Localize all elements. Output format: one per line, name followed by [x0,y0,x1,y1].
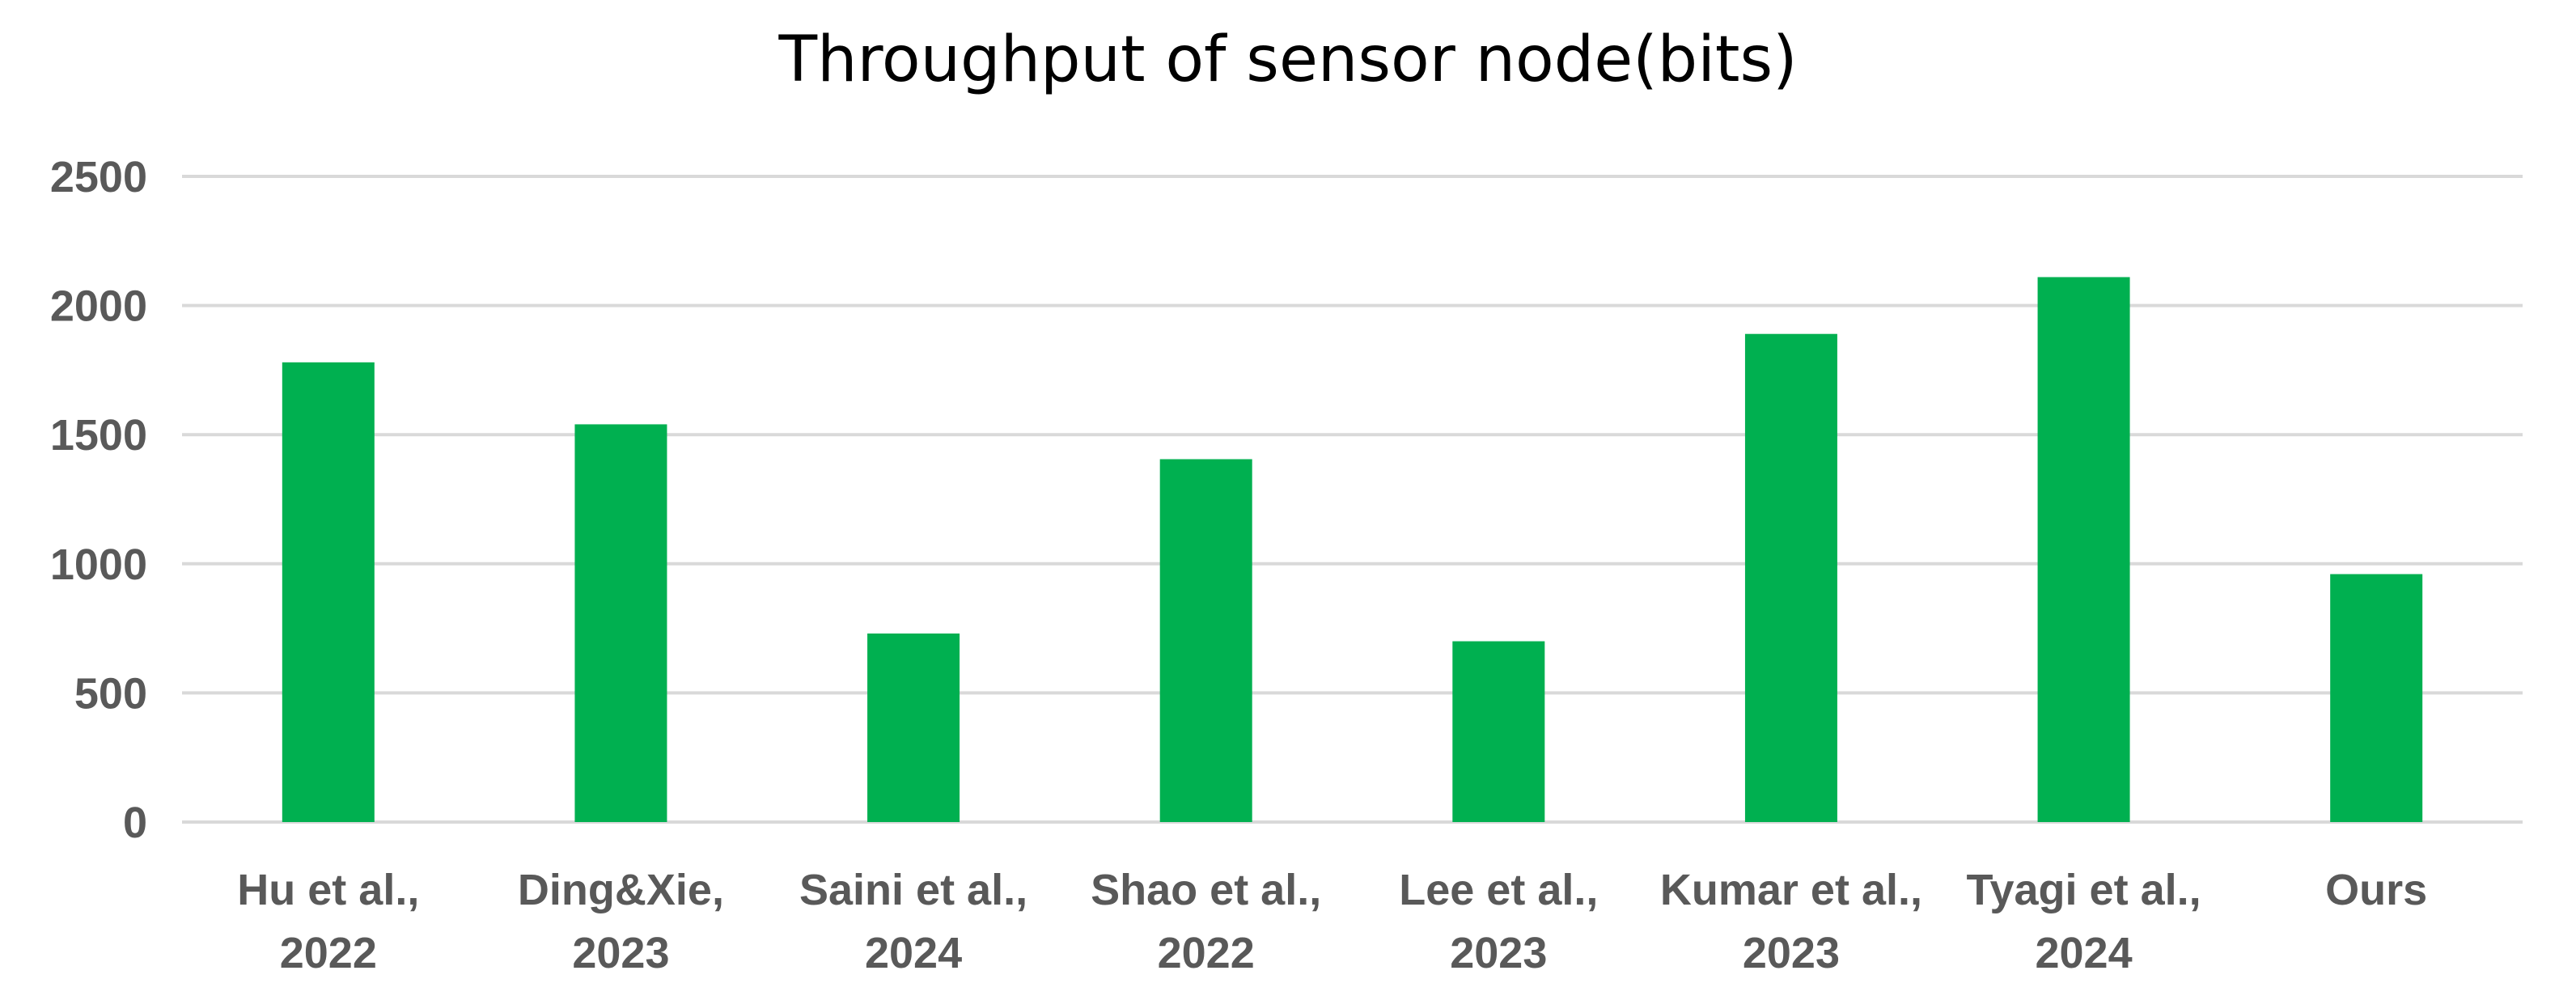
x-tick-label: Ding&Xie, 2023 [518,866,724,977]
y-tick-label: 500 [74,669,147,718]
bar [2330,574,2423,822]
bar [2037,277,2130,822]
x-tick-label: Shao et al., 2022 [1091,866,1321,977]
chart-title: Throughput of sensor node(bits) [777,23,1797,96]
y-tick-label: 1500 [50,411,147,460]
y-tick-label: 0 [123,799,147,847]
y-tick-label: 2000 [50,282,147,331]
bar [1452,641,1545,822]
bar [1159,459,1252,822]
y-tick-label: 1000 [50,540,147,589]
bar [867,633,960,822]
x-tick-label: Tyagi et al., 2024 [1967,866,2201,977]
bar [574,424,667,822]
bars [282,277,2423,823]
x-axis-tick-labels: Hu et al., 2022 Ding&Xie, 2023 Saini et al.,… [237,866,2427,977]
x-tick-label: Ours [2325,866,2427,914]
y-tick-label: 2500 [50,153,147,201]
y-axis-tick-labels: 0 500 1000 1500 2000 2500 [50,153,147,847]
bar [282,362,375,823]
x-tick-label: Kumar et al., 2023 [1660,866,1922,977]
x-tick-label: Lee et al., 2023 [1399,866,1598,977]
x-tick-label: Hu et al., 2022 [237,866,419,977]
bar [1744,333,1837,822]
gridlines [182,175,2523,824]
x-tick-label: Saini et al., 2024 [799,866,1027,977]
